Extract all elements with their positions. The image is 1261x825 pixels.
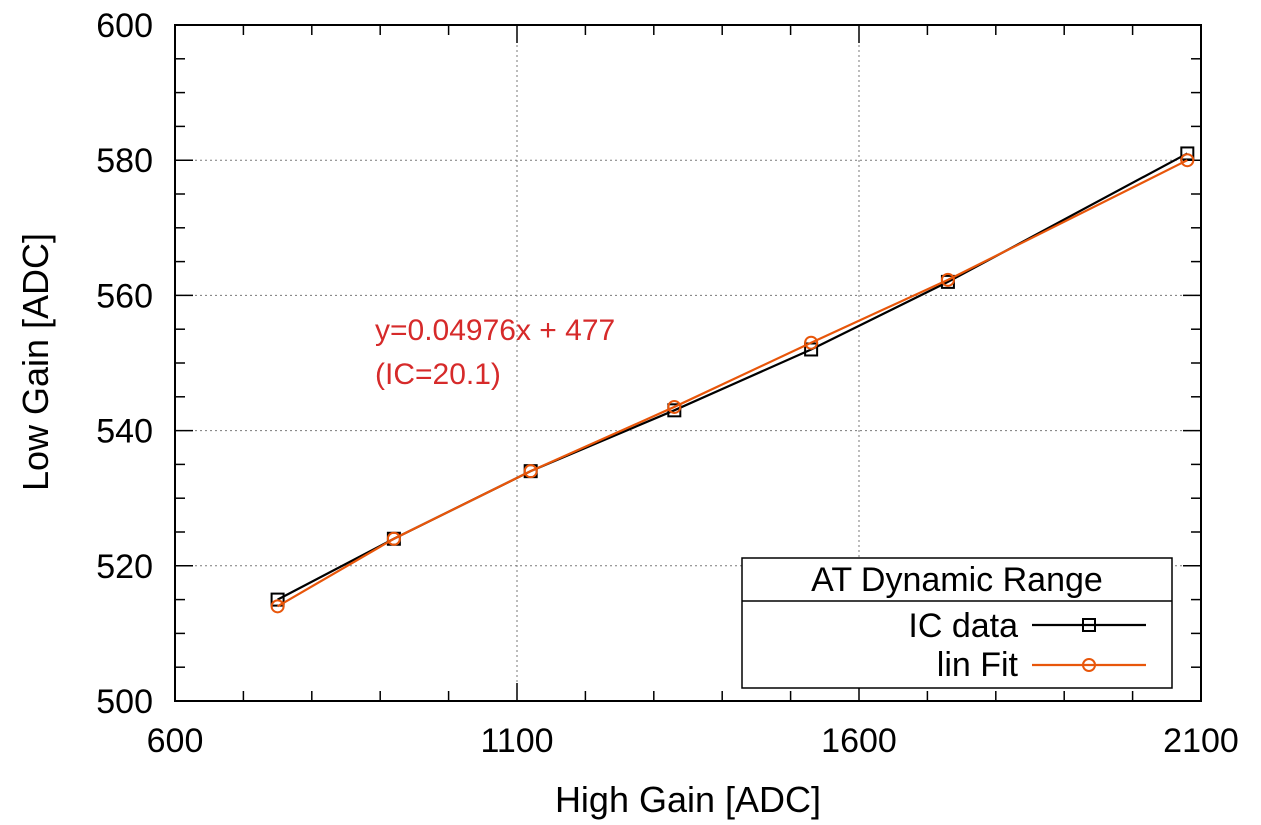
fit-equation: y=0.04976x + 477 [375, 314, 615, 347]
fit-annotation: y=0.04976x + 477 (IC=20.1) [375, 314, 615, 391]
y-tick-label: 580 [96, 142, 153, 180]
data-point-lin-fit [667, 399, 682, 414]
data-point-lin-fit [270, 599, 285, 614]
fit-ic-value: (IC=20.1) [375, 358, 501, 391]
y-tick-label: 520 [96, 548, 153, 586]
x-tick-label: 2100 [1163, 722, 1239, 760]
axis-ticks [174, 24, 1202, 702]
legend: AT Dynamic Range IC data lin Fit [741, 557, 1173, 689]
plot-frame [174, 24, 1202, 702]
x-tick-label: 1100 [480, 722, 553, 760]
x-tick-label: 600 [147, 722, 204, 760]
y-tick-label: 600 [96, 7, 153, 45]
series-lin-fit [270, 153, 1195, 614]
series-layer [270, 146, 1195, 614]
y-tick-label: 500 [96, 683, 153, 721]
x-tick-label: 1600 [821, 722, 897, 760]
tick-labels: 600 1100 1600 2100 500 520 540 560 580 600 [96, 7, 1239, 760]
legend-marker-lin-fit [1082, 658, 1096, 672]
y-tick-label: 540 [96, 413, 153, 451]
legend-marker-ic-data [1082, 618, 1096, 632]
x-axis-label: High Gain [ADC] [555, 779, 821, 820]
data-point-lin-fit [523, 464, 538, 479]
y-axis-label: Low Gain [ADC] [15, 233, 56, 491]
legend-label-ic-data: IC data [908, 607, 1018, 645]
legend-title: AT Dynamic Range [811, 561, 1103, 599]
data-point-lin-fit [804, 335, 819, 350]
data-point-lin-fit [940, 272, 955, 287]
legend-box [741, 557, 1173, 689]
y-tick-label: 560 [96, 277, 153, 315]
legend-label-lin-fit: lin Fit [937, 646, 1019, 684]
data-point-lin-fit [1180, 153, 1195, 168]
data-point-lin-fit [386, 531, 401, 546]
data-point-ic-data [1180, 146, 1195, 161]
series-line-lin-fit [277, 159, 1188, 608]
